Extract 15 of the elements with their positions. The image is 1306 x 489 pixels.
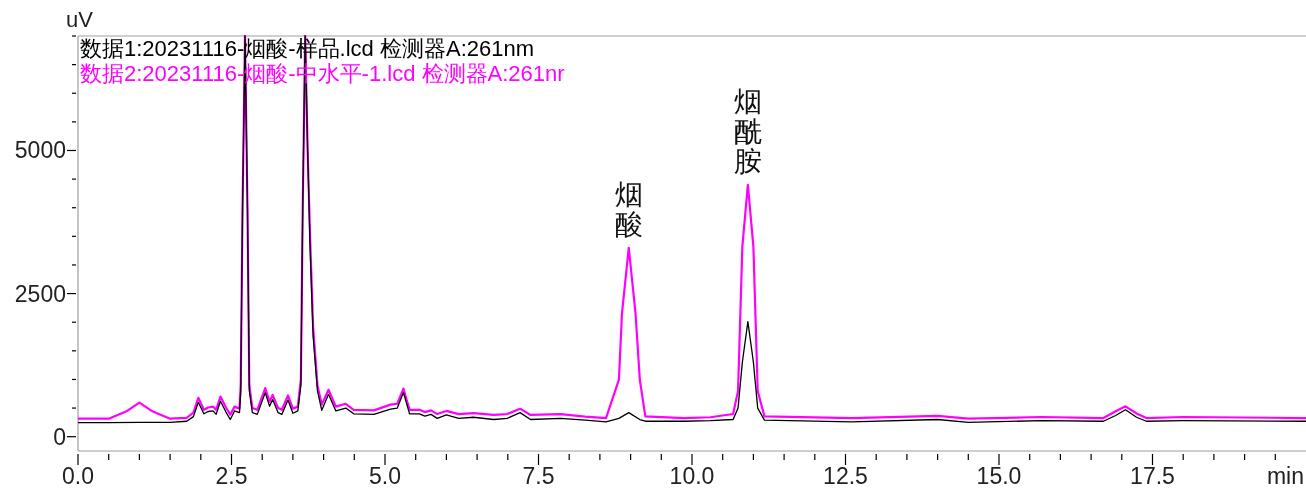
x-tick-label: 7.5 — [522, 463, 555, 489]
x-tick-label: 12.5 — [823, 463, 868, 489]
x-axis-title: min — [1266, 463, 1304, 489]
x-tick-label: 15.0 — [976, 463, 1022, 489]
annotation: 烟酰胺 — [733, 85, 762, 177]
y-tick-label: 5000 — [14, 137, 66, 164]
x-tick-label: 17.5 — [1130, 463, 1175, 489]
y-tick-label: 0 — [53, 423, 66, 450]
x-tick-label: 2.5 — [215, 463, 248, 489]
y-tick-label: 2500 — [14, 280, 66, 307]
x-tick-label: 5.0 — [369, 463, 401, 489]
x-tick-label: 10.0 — [669, 463, 715, 489]
y-axis-title: uV — [66, 7, 94, 32]
x-tick-label: 0.0 — [62, 463, 94, 489]
annotation: 烟酸 — [614, 178, 643, 240]
